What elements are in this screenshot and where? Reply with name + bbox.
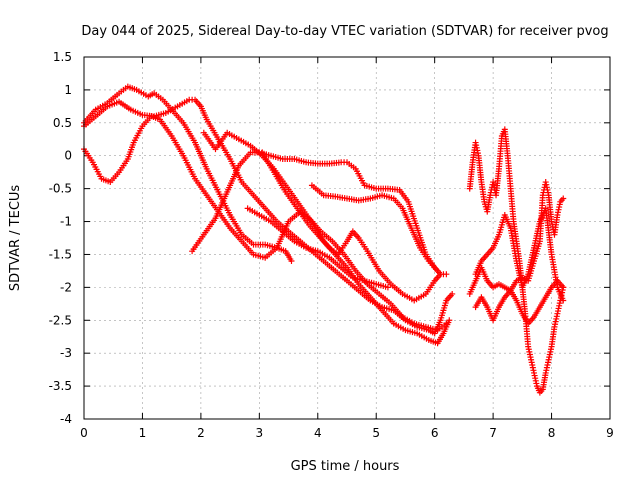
y-tick-label: 1.5 (53, 50, 72, 64)
data-point (449, 290, 456, 297)
x-tick-label: 3 (256, 426, 264, 440)
y-tick-label: -0.5 (49, 182, 72, 196)
axis-ticks: 0 1 2 3 4 5 6 7 8 9 1.5 1 0.5 0 -0.5 -1 -1.5 -2 -2.5 -3 -3.5… (49, 50, 614, 440)
y-tick-label: -1 (60, 215, 72, 229)
plot-frame (83, 56, 611, 420)
x-tick-label: 1 (139, 426, 147, 440)
chart-title: Day 044 of 2025, Sidereal Day-to-day VTE… (81, 24, 608, 39)
x-axis-label: GPS time / hours (291, 459, 400, 474)
x-tick-label: 7 (489, 426, 497, 440)
data-point (560, 284, 567, 291)
x-tick-label: 6 (431, 426, 439, 440)
data-point (443, 271, 450, 278)
grid-lines (84, 57, 610, 419)
y-axis-label: SDTVAR / TECUs (8, 185, 23, 292)
data-point (434, 267, 441, 274)
x-tick-label: 0 (80, 426, 88, 440)
y-tick-label: 0 (64, 149, 72, 163)
x-tick-label: 2 (197, 426, 205, 440)
data-point (446, 317, 453, 324)
data-point (560, 195, 567, 202)
x-tick-label: 8 (548, 426, 556, 440)
x-tick-label: 9 (606, 426, 614, 440)
y-tick-label: -2 (60, 280, 72, 294)
series-track-8 (244, 205, 391, 291)
y-tick-label: -4 (60, 412, 72, 426)
y-tick-label: 1 (64, 83, 72, 97)
series-track-12 (472, 205, 567, 304)
y-tick-label: -1.5 (49, 247, 72, 261)
data-point (288, 258, 295, 265)
series-track-3 (81, 113, 453, 347)
x-tick-label: 5 (372, 426, 380, 440)
y-tick-label: -3.5 (49, 379, 72, 393)
data-point (560, 297, 567, 304)
data-point (384, 284, 391, 291)
y-tick-label: -2.5 (49, 313, 72, 327)
data-markers (81, 83, 567, 396)
x-tick-label: 4 (314, 426, 322, 440)
series-track-11 (472, 277, 567, 327)
y-tick-label: 0.5 (53, 116, 72, 130)
series-track-1 (81, 83, 295, 265)
y-tick-label: -3 (60, 346, 72, 360)
series-track-7 (308, 182, 441, 274)
data-point (443, 320, 450, 327)
series-track-6 (259, 149, 450, 304)
